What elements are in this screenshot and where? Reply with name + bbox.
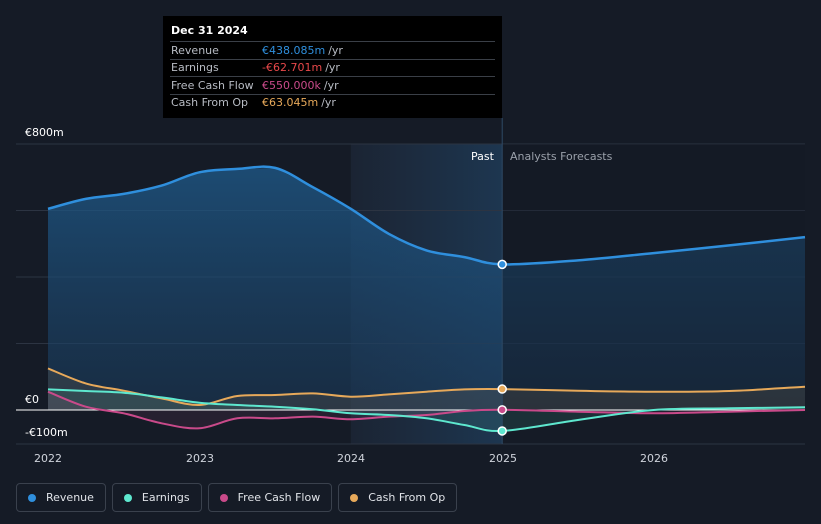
revenue-area — [48, 167, 805, 410]
marker-earnings — [497, 426, 507, 436]
legend-dot-icon — [28, 493, 36, 502]
tooltip-value: €63.045m — [262, 96, 319, 110]
x-tick-label: 2025 — [489, 452, 517, 465]
legend-item-cash-from-op[interactable]: Cash From Op — [338, 483, 458, 512]
data-tooltip: Dec 31 2024 Revenue €438.085m /yr Earnin… — [163, 16, 502, 118]
marker-revenue — [497, 259, 507, 270]
tooltip-value: -€62.701m — [262, 61, 323, 75]
legend-item-free-cash-flow[interactable]: Free Cash Flow — [207, 483, 333, 512]
legend-label: Free Cash Flow — [237, 491, 321, 504]
legend-dot-icon — [350, 493, 359, 502]
x-tick-label: 2022 — [34, 452, 62, 465]
y-tick-label: -€100m — [25, 426, 68, 439]
marker-free-cash-flow — [497, 405, 507, 415]
legend-label: Cash From Op — [368, 491, 446, 504]
tooltip-row-revenue: Revenue €438.085m /yr — [170, 41, 495, 59]
x-tick-label: 2026 — [640, 452, 668, 465]
legend-label: Earnings — [141, 491, 190, 504]
tooltip-name: Earnings — [171, 61, 219, 75]
tooltip-name: Revenue — [171, 43, 219, 57]
tooltip-name: Free Cash Flow — [171, 78, 254, 92]
tooltip-value: €550.000k — [262, 78, 321, 92]
forecast-label: Analysts Forecasts — [510, 150, 613, 163]
chart-legend: Revenue Earnings Free Cash Flow Cash Fro… — [16, 483, 458, 512]
tooltip-row-earnings: Earnings -€62.701m /yr — [170, 58, 495, 77]
x-tick-label: 2024 — [337, 452, 365, 465]
legend-dot-icon — [123, 493, 132, 502]
forecast-dim — [502, 144, 805, 410]
y-tick-label: €0 — [25, 393, 39, 406]
tooltip-unit: /yr — [323, 78, 339, 92]
past-label: Past — [471, 150, 494, 163]
tooltip-name: Cash From Op — [171, 96, 249, 110]
y-tick-label: €800m — [25, 126, 64, 139]
tooltip-row-cash-from-op: Cash From Op €63.045m /yr — [170, 93, 495, 112]
tooltip-date: Dec 31 2024 — [171, 24, 248, 37]
series-line-free-cash-flow — [47, 390, 806, 430]
legend-item-earnings[interactable]: Earnings — [111, 483, 202, 512]
series-area-cash-from-op — [48, 368, 805, 410]
series-line-earnings — [47, 388, 806, 432]
tooltip-value: €438.085m — [262, 43, 326, 57]
legend-label: Revenue — [46, 491, 94, 504]
tooltip-unit: /yr — [325, 61, 340, 75]
tooltip-unit: /yr — [328, 43, 343, 57]
series-line-revenue — [47, 165, 806, 266]
legend-item-revenue[interactable]: Revenue — [16, 483, 106, 512]
legend-dot-icon — [219, 493, 228, 502]
tooltip-row-free-cash-flow: Free Cash Flow €550.000k /yr — [170, 76, 495, 94]
marker-cash-from-op — [497, 384, 507, 394]
x-tick-label: 2023 — [186, 452, 214, 465]
tooltip-unit: /yr — [321, 96, 336, 110]
